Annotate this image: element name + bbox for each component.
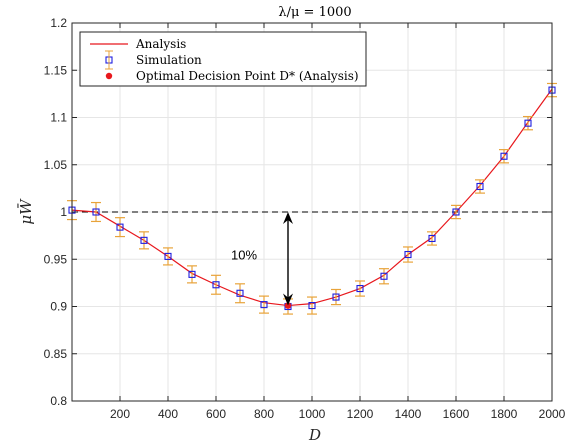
simulation-marker [308,302,316,310]
y-tick-label: 0.85 [44,347,68,361]
y-tick-label: 1.15 [44,63,68,77]
simulation-point [115,217,125,238]
simulation-point [139,231,149,250]
simulation-marker [380,272,388,280]
simulation-marker [428,234,436,243]
y-axis-title: μW̄ [17,198,35,225]
simulation-marker [260,301,268,309]
simulation-marker [404,250,412,259]
legend: Analysis Simulation Optimal Decision Point… [79,31,367,87]
simulation-point [187,265,197,284]
legend-optimal-swatch [105,72,113,80]
y-tick-label: 1.2 [50,16,67,30]
simulation-marker [212,281,220,289]
series-layer [67,82,557,315]
legend-entry-label: Simulation [136,53,202,67]
x-tick-label: 600 [206,407,226,421]
simulation-point [523,115,533,131]
simulation-marker [164,252,172,260]
x-tick-label: 200 [110,407,130,421]
y-tick-label: 0.9 [50,300,67,314]
x-tick-label: 1200 [347,407,374,421]
legend-box [79,31,367,87]
y-tick-label: 1 [60,205,67,219]
simulation-marker [476,182,484,191]
simulation-point [499,149,509,164]
y-tick-label: 0.8 [50,394,67,408]
simulation-point [355,280,365,297]
simulation-point [331,288,341,306]
x-tick-label: 1400 [395,407,422,421]
legend-entry-label: Analysis [135,37,186,51]
y-tick-label: 1.1 [50,111,67,125]
simulation-marker [236,289,244,297]
x-tick-label: 1000 [299,407,326,421]
annotation-10-percent: 10% [231,247,257,262]
simulation-marker [500,152,508,160]
arrow-head-up [283,212,293,224]
simulation-point [307,296,317,315]
x-tick-label: 400 [158,407,178,421]
simulation-point [451,204,461,220]
x-tick-label: 1800 [491,407,518,421]
annotation-layer: 10% [231,212,293,306]
simulation-point [427,231,437,246]
simulation-point [379,268,389,285]
legend-entry-label: Optimal Decision Point D* (Analysis) [136,69,359,83]
x-tick-label: 2000 [539,407,566,421]
simulation-point [163,247,173,266]
simulation-marker [452,208,460,216]
y-tick-label: 1.05 [44,158,68,172]
x-tick-label: 800 [254,407,274,421]
simulation-marker [524,119,532,127]
simulation-marker [356,284,364,293]
simulation-point [91,201,101,223]
simulation-marker [92,208,100,216]
x-axis-title: D [308,426,321,444]
simulation-marker [188,270,196,278]
simulation-point [403,246,413,263]
simulation-point [235,283,245,304]
simulation-point [475,179,485,194]
axis-ticks: 200 400 600 800 1000 1200 1400 1600 1800 2000 0.8 0… [44,16,566,421]
chart-title: λ/μ = 1000 [278,5,351,20]
simulation-marker [116,223,124,231]
simulation-point [259,295,269,314]
arrow-head-down [283,293,293,306]
simulation-marker [140,236,148,244]
simulation-point [211,274,221,295]
y-tick-label: 0.95 [44,252,68,266]
x-tick-label: 1600 [443,407,470,421]
simulation-marker [332,293,340,301]
